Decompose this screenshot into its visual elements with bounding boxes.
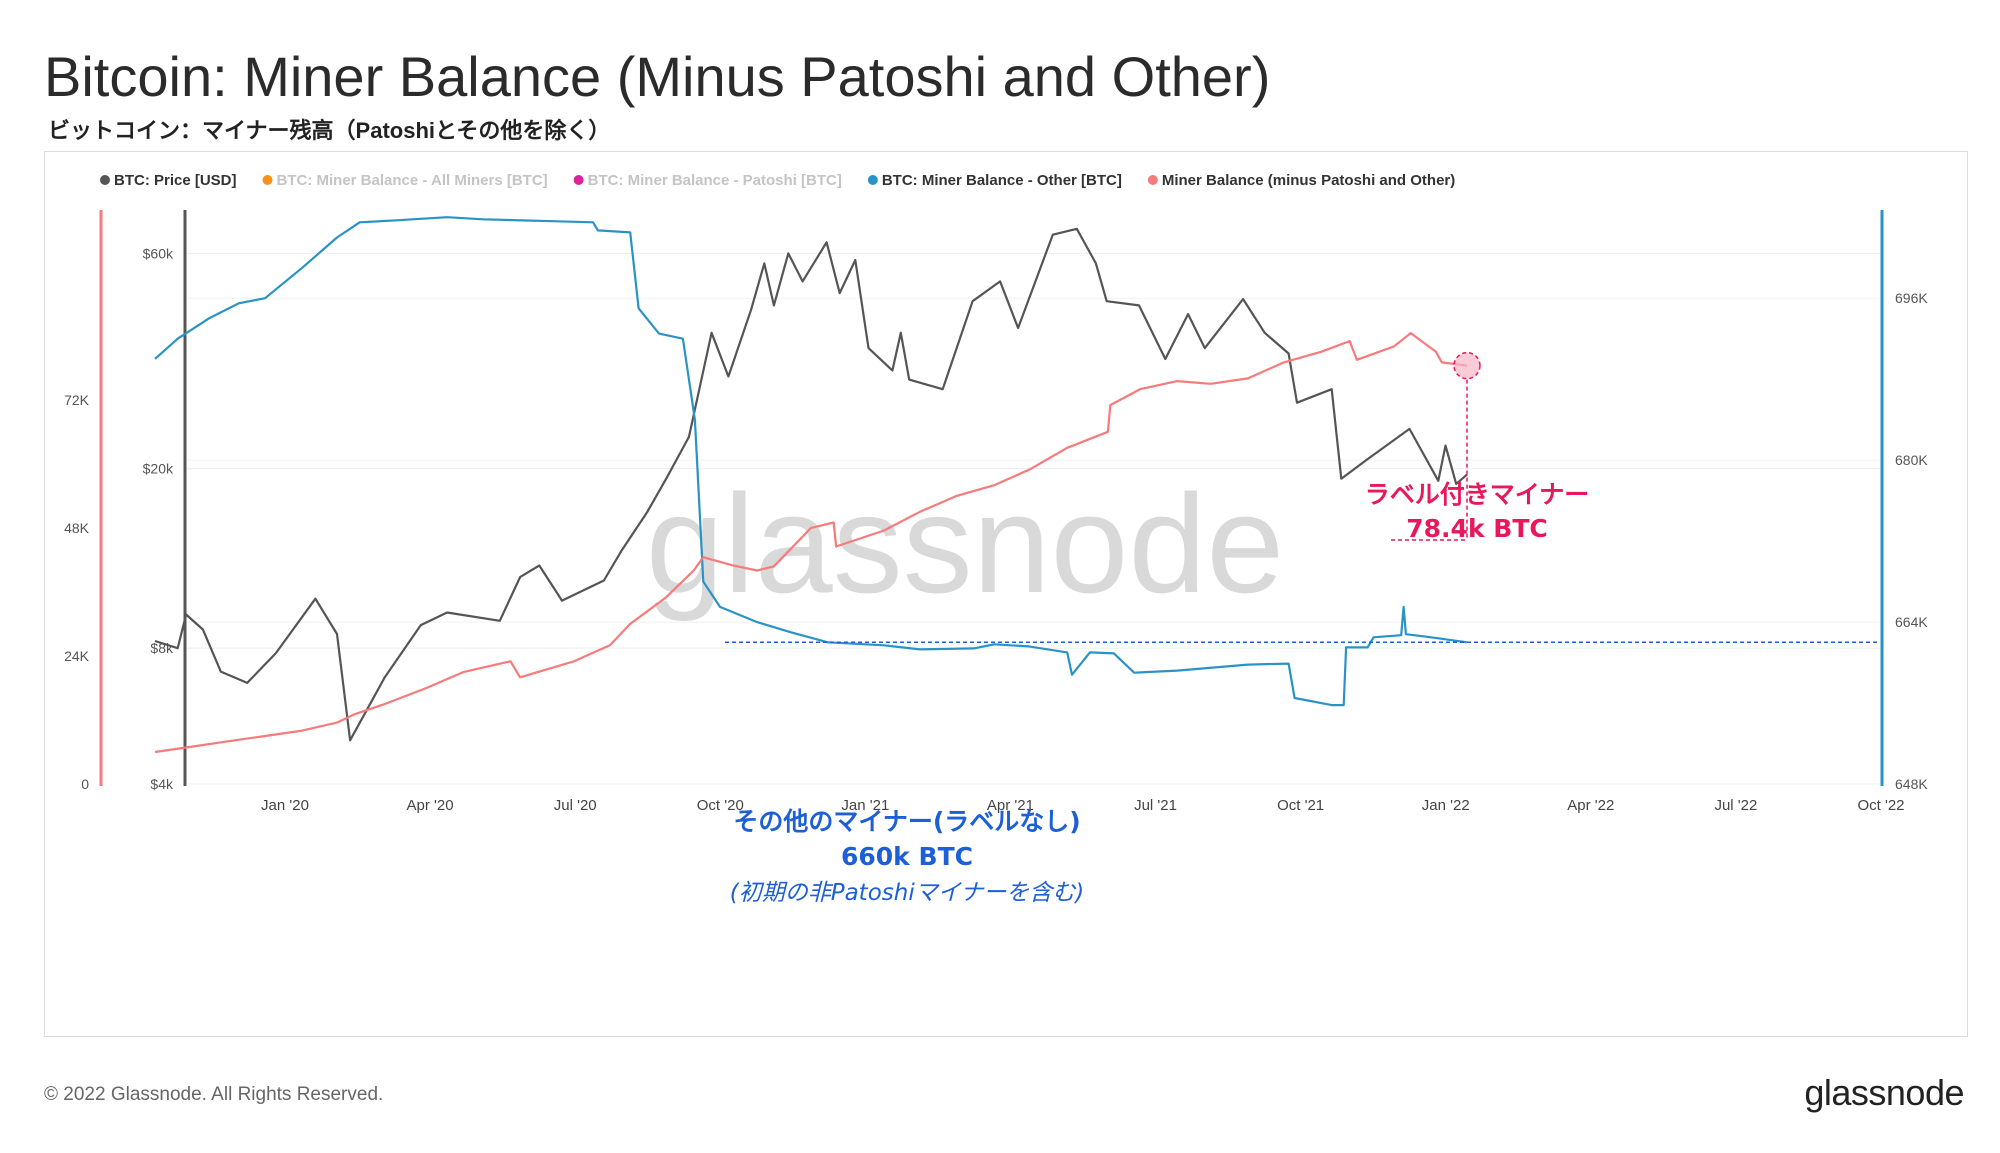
legend-label: BTC: Miner Balance - Other [BTC] [882, 172, 1122, 189]
axes: 024K48K72K$4k$8k$20k$60k648K664K680K696K… [64, 210, 1928, 814]
x-tick-9: Jan '22 [1422, 797, 1470, 814]
outer-left-tick-2: 24K [64, 648, 90, 664]
latest-value-marker [1453, 351, 1481, 380]
x-tick-1: Jan '20 [261, 797, 309, 814]
inner-left-tick-4: $60k [143, 245, 174, 261]
labeled-miners-label: ラベル付きマイナー [1365, 480, 1590, 509]
legend-marker [1147, 175, 1158, 185]
x-tick-2: Apr '20 [407, 797, 454, 814]
legend-marker [100, 175, 110, 185]
legend-item-2[interactable]: BTC: Miner Balance - All Miners [BTC] [262, 172, 548, 189]
legend-label: BTC: Miner Balance - Patoshi [BTC] [588, 172, 842, 189]
x-tick-5: Jan '21 [841, 797, 889, 814]
right-tick-2: 664K [1895, 614, 1928, 630]
series-line-minus [154, 332, 1468, 754]
watermark: glassnode [646, 465, 1284, 622]
legend-label: BTC: Price [USD] [114, 172, 237, 189]
legend-label: Miner Balance (minus Patoshi and Other) [1162, 172, 1455, 189]
right-tick-1: 648K [1895, 776, 1928, 792]
chart-svg: glassnode BTC: Price [USD] BTC: Miner Bal… [64, 172, 1928, 906]
x-tick-11: Jul '22 [1714, 797, 1757, 814]
chart-title: Bitcoin: Miner Balance (Minus Patoshi an… [44, 45, 1271, 108]
outer-left-tick-1: 0 [81, 776, 89, 792]
x-tick-3: Jul '20 [554, 797, 597, 814]
unlabeled-miners-label: その他のマイナー(ラベルなし) [733, 807, 1080, 836]
inner-left-tick-1: $4k [150, 776, 174, 792]
legend-marker [867, 175, 878, 185]
footer-logo: glassnode [1804, 1072, 1964, 1113]
chart-panel: glassnode BTC: Price [USD] BTC: Miner Bal… [44, 151, 1968, 1037]
legend-label: BTC: Miner Balance - All Miners [BTC] [277, 172, 548, 189]
x-tick-7: Jul '21 [1134, 797, 1177, 814]
grid [187, 252, 1880, 785]
unlabeled-miners-note: (初期の非Patoshiマイナーを含む) [730, 880, 1085, 906]
legend[interactable]: BTC: Price [USD] BTC: Miner Balance - All… [100, 172, 1455, 189]
footer-copyright: © 2022 Glassnode. All Rights Reserved. [44, 1084, 384, 1105]
right-tick-4: 696K [1895, 290, 1928, 306]
chart-subtitle: ビットコイン：マイナー残高（Patoshiとその他を除く） [48, 118, 611, 143]
legend-item-1[interactable]: BTC: Price [USD] [100, 172, 237, 189]
x-tick-4: Oct '20 [697, 797, 744, 814]
x-tick-6: Apr '21 [987, 797, 1034, 814]
series-line-price [154, 227, 1468, 742]
series-line-other [154, 216, 1468, 707]
x-tick-8: Oct '21 [1277, 797, 1324, 814]
legend-marker [573, 175, 584, 185]
x-tick-12: Oct '22 [1857, 797, 1904, 814]
legend-item-4[interactable]: BTC: Miner Balance - Other [BTC] [867, 172, 1122, 189]
x-tick-10: Apr '22 [1567, 797, 1614, 814]
labeled-miners-value: 78.4k BTC [1406, 514, 1547, 543]
outer-left-tick-4: 72K [64, 392, 90, 408]
legend-item-5[interactable]: Miner Balance (minus Patoshi and Other) [1147, 172, 1455, 189]
series-lines [154, 216, 1468, 754]
legend-marker [262, 175, 273, 185]
unlabeled-miners-value: 660k BTC [841, 842, 973, 871]
right-tick-3: 680K [1895, 452, 1928, 468]
legend-item-3[interactable]: BTC: Miner Balance - Patoshi [BTC] [573, 172, 842, 189]
outer-left-tick-3: 48K [64, 520, 90, 536]
inner-left-tick-3: $20k [143, 461, 174, 477]
annotations: ラベル付きマイナー 78.4k BTC その他のマイナー(ラベルなし) 660k BT… [725, 351, 1880, 906]
